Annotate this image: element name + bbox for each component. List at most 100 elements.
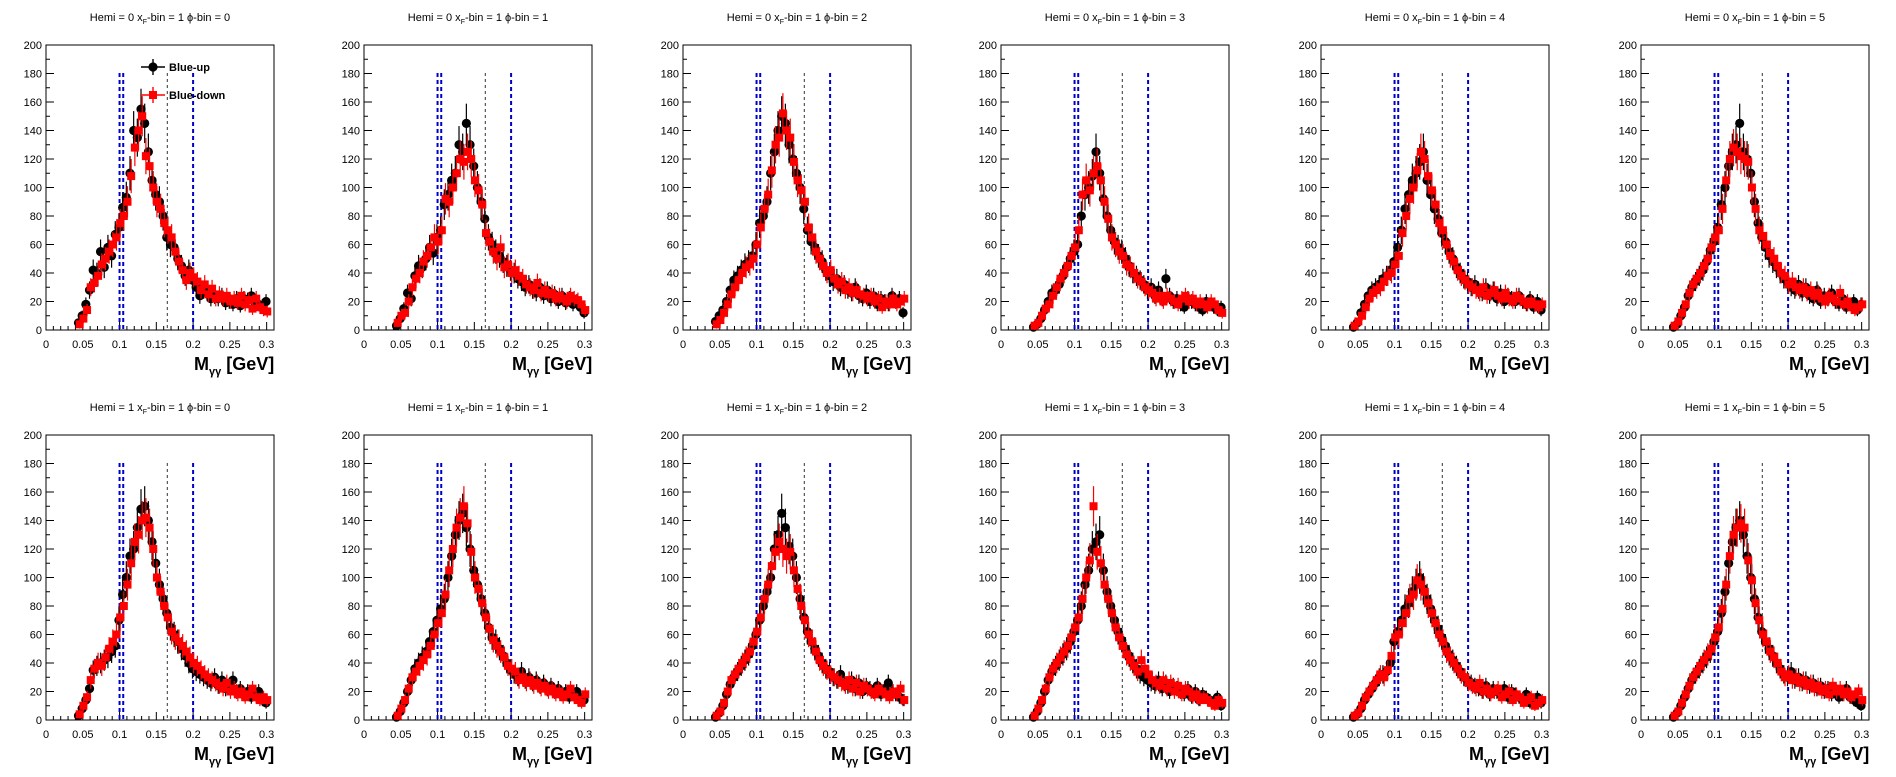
chart-7-xtick-label: 0.25 xyxy=(537,729,558,741)
chart-4-blue-down-point xyxy=(1497,294,1506,303)
chart-4: Hemi = 0 xF-bin = 1 ϕ-bin = 4 0 20 40 60 80 10… xyxy=(1299,12,1550,378)
chart-3-xtick-label: 0.3 xyxy=(1214,339,1229,351)
chart-11-blue-down-point xyxy=(1821,684,1830,693)
chart-4-ytick-label: 20 xyxy=(1305,297,1317,309)
chart-6-ytick-label: 200 xyxy=(24,430,42,442)
chart-9-ytick-label: 60 xyxy=(985,630,997,642)
chart-10-xtick-label: 0.2 xyxy=(1460,729,1475,741)
chart-8-blue-down-point xyxy=(870,690,879,699)
chart-8-ytick-label: 200 xyxy=(661,430,679,442)
chart-4-xtick-label: 0.25 xyxy=(1494,339,1515,351)
chart-5-blue-down-point xyxy=(1703,254,1712,263)
chart-2-blue-down-point xyxy=(778,109,787,118)
chart-4-blue-down-point xyxy=(1538,300,1547,309)
chart-5-blue-down-point xyxy=(1858,300,1867,309)
chart-2-blue-down-point xyxy=(767,166,776,175)
chart-8-blue-down-point xyxy=(819,661,828,670)
chart-6-blue-down-point xyxy=(134,530,143,539)
chart-3-blue-down-point xyxy=(1181,291,1190,300)
chart-4-blue-down-point xyxy=(1442,240,1451,249)
chart-0-ytick-label: 100 xyxy=(24,183,42,195)
chart-8-xlabel-main: M xyxy=(831,744,846,764)
chart-6-blue-down-point xyxy=(197,666,206,675)
chart-1-blue-down-point xyxy=(463,147,472,156)
chart-5-xtick-label: 0.25 xyxy=(1814,339,1835,351)
chart-7-xlabel-main: M xyxy=(512,744,527,764)
chart-1-blue-down-point xyxy=(533,278,542,287)
chart-5-blue-down-point xyxy=(1766,249,1775,258)
chart-10-ytick-label: 80 xyxy=(1305,601,1317,613)
chart-3-blue-down-point xyxy=(1111,240,1120,249)
chart-5-blue-down-point xyxy=(1729,143,1738,152)
chart-3-ytick-label: 180 xyxy=(979,69,997,81)
chart-1-blue-down-point xyxy=(485,237,494,246)
chart-9-blue-down-point xyxy=(1141,664,1150,673)
chart-4-blue-down-point xyxy=(1354,317,1363,326)
chart-7-ytick-label: 200 xyxy=(342,430,360,442)
chart-7-blue-down-point xyxy=(441,590,450,599)
chart-6-ytick-label: 20 xyxy=(30,687,42,699)
chart-1-xtick-label: 0 xyxy=(361,339,367,351)
chart-6-blue-up-point xyxy=(151,558,161,568)
chart-1-blue-down-point xyxy=(492,254,501,263)
chart-11-blue-down-point xyxy=(1858,696,1867,705)
chart-2-xlabel-unit: [GeV] xyxy=(858,354,911,374)
chart-9-ytick-label: 160 xyxy=(979,487,997,499)
chart-8-title-subscript: F xyxy=(780,409,784,416)
chart-4-title: Hemi = 0 xF-bin = 1 ϕ-bin = 4 xyxy=(1365,12,1505,26)
chart-11-blue-down-point xyxy=(1799,676,1808,685)
chart-7-blue-down-point xyxy=(492,641,501,650)
chart-11-blue-down-point xyxy=(1784,670,1793,679)
chart-6-blue-down-point xyxy=(90,664,99,673)
chart-0-blue-down-point xyxy=(149,183,158,192)
chart-5-ytick-label: 80 xyxy=(1625,211,1637,223)
chart-5-ytick-label: 40 xyxy=(1625,268,1637,280)
chart-10-blue-down-point xyxy=(1380,673,1389,682)
chart-5-blue-down-point xyxy=(1751,204,1760,213)
chart-11-blue-down-point xyxy=(1729,530,1738,539)
chart-2-xtick-label: 0.2 xyxy=(822,339,837,351)
chart-5-blue-down-point xyxy=(1769,254,1778,263)
chart-11-ytick-label: 140 xyxy=(1619,516,1637,528)
chart-7-xtick-label: 0 xyxy=(361,729,367,741)
chart-7-blue-down-point xyxy=(397,704,406,713)
chart-9-xlabel: Mγγ [GeV] xyxy=(1149,744,1229,768)
chart-9-blue-down-point xyxy=(1030,711,1039,720)
chart-9-title-part-2: -bin = 1 ϕ-bin = 3 xyxy=(1102,402,1185,414)
chart-4-blue-down-point xyxy=(1350,321,1359,330)
chart-9-blue-down-point xyxy=(1038,696,1047,705)
chart-10-blue-down-point xyxy=(1431,619,1440,628)
chart-0-blue-down-point xyxy=(193,277,202,286)
chart-11-blue-down-point xyxy=(1670,711,1679,720)
chart-10-blue-down-point xyxy=(1387,651,1396,660)
chart-10-blue-down-point xyxy=(1475,678,1484,687)
chart-10-blue-down-point xyxy=(1383,666,1392,675)
chart-9-ytick-label: 180 xyxy=(979,459,997,471)
chart-11-xtick-label: 0.15 xyxy=(1741,729,1762,741)
chart-9-ytick-label: 120 xyxy=(979,544,997,556)
chart-0-blue-down-point xyxy=(119,212,128,220)
chart-0-blue-down-point xyxy=(163,226,172,235)
chart-4-ytick-label: 80 xyxy=(1305,211,1317,223)
chart-8-blue-down-point xyxy=(804,630,813,639)
chart-7-blue-down-point xyxy=(463,519,472,528)
chart-3-blue-down-point xyxy=(1126,263,1135,272)
chart-4-blue-down-point xyxy=(1508,297,1517,306)
chart-11-xlabel-unit: [GeV] xyxy=(1816,744,1869,764)
chart-0-blue-down-point xyxy=(123,197,132,206)
chart-5-blue-down-point xyxy=(1714,226,1723,235)
chart-10-blue-down-point xyxy=(1508,696,1517,705)
chart-6-xtick-label: 0.2 xyxy=(185,729,200,741)
chart-7-blue-down-point xyxy=(577,698,586,707)
chart-10-xtick-label: 0.05 xyxy=(1347,729,1368,741)
chart-1-ytick-label: 100 xyxy=(342,183,360,195)
chart-4-blue-down-point xyxy=(1475,288,1484,297)
chart-11-blue-down-point xyxy=(1792,673,1801,682)
chart-2-xlabel-main: M xyxy=(831,354,846,374)
chart-6-xlabel-main: M xyxy=(194,744,209,764)
chart-7-blue-down-point xyxy=(393,711,402,720)
chart-9-ytick-label: 80 xyxy=(985,601,997,613)
chart-0-xlabel: Mγγ [GeV] xyxy=(194,354,274,378)
chart-0-blue-down-point xyxy=(75,320,84,329)
chart-8-ytick-label: 20 xyxy=(667,687,679,699)
